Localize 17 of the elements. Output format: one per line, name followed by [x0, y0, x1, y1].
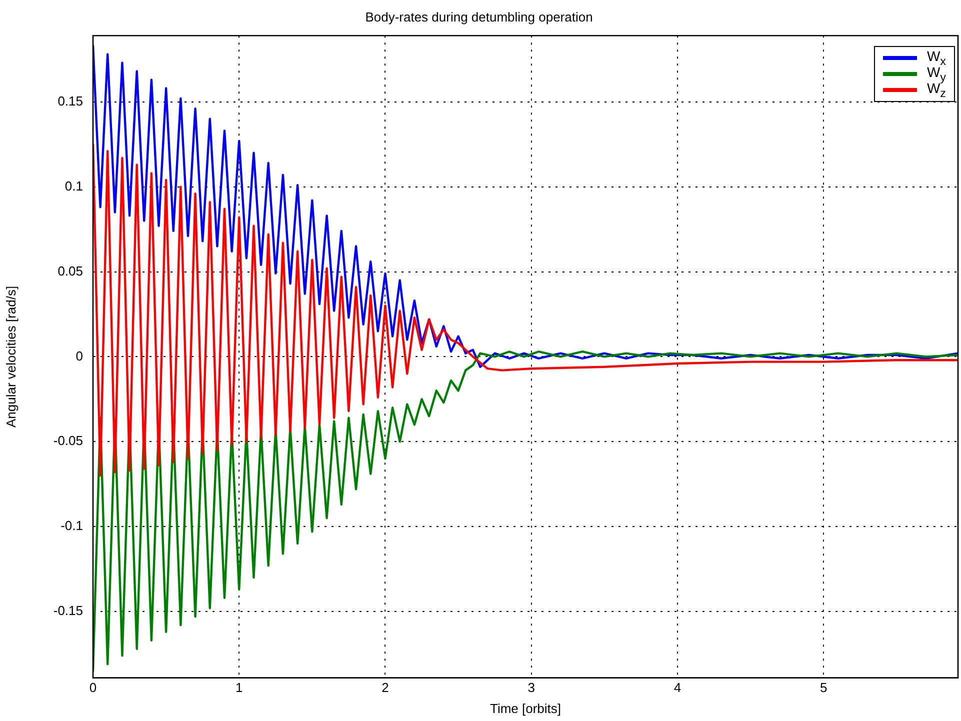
x-tick-label: 1 [236, 680, 243, 696]
x-tick-label: 5 [820, 680, 828, 696]
y-tick-label: 0.1 [64, 178, 83, 194]
x-axis-title: Time [orbits] [490, 700, 562, 716]
y-tick-label: 0.05 [58, 263, 83, 278]
y-axis-title: Angular velocities [rad/s] [3, 286, 18, 428]
y-tick-label: -0.1 [60, 518, 83, 534]
y-tick-label: -0.15 [53, 603, 83, 618]
x-tick-label: 2 [382, 680, 389, 696]
x-tick-label: 0 [89, 680, 97, 696]
y-tick-label: -0.05 [53, 433, 83, 448]
x-tick-label: 3 [528, 680, 535, 696]
chart-title: Body-rates during detumbling operation [365, 9, 593, 24]
x-tick-label: 4 [674, 680, 682, 696]
y-tick-label: 0.15 [58, 93, 83, 108]
legend-label: W$_{x}$ [926, 48, 946, 68]
y-tick-label: 0 [76, 348, 83, 364]
